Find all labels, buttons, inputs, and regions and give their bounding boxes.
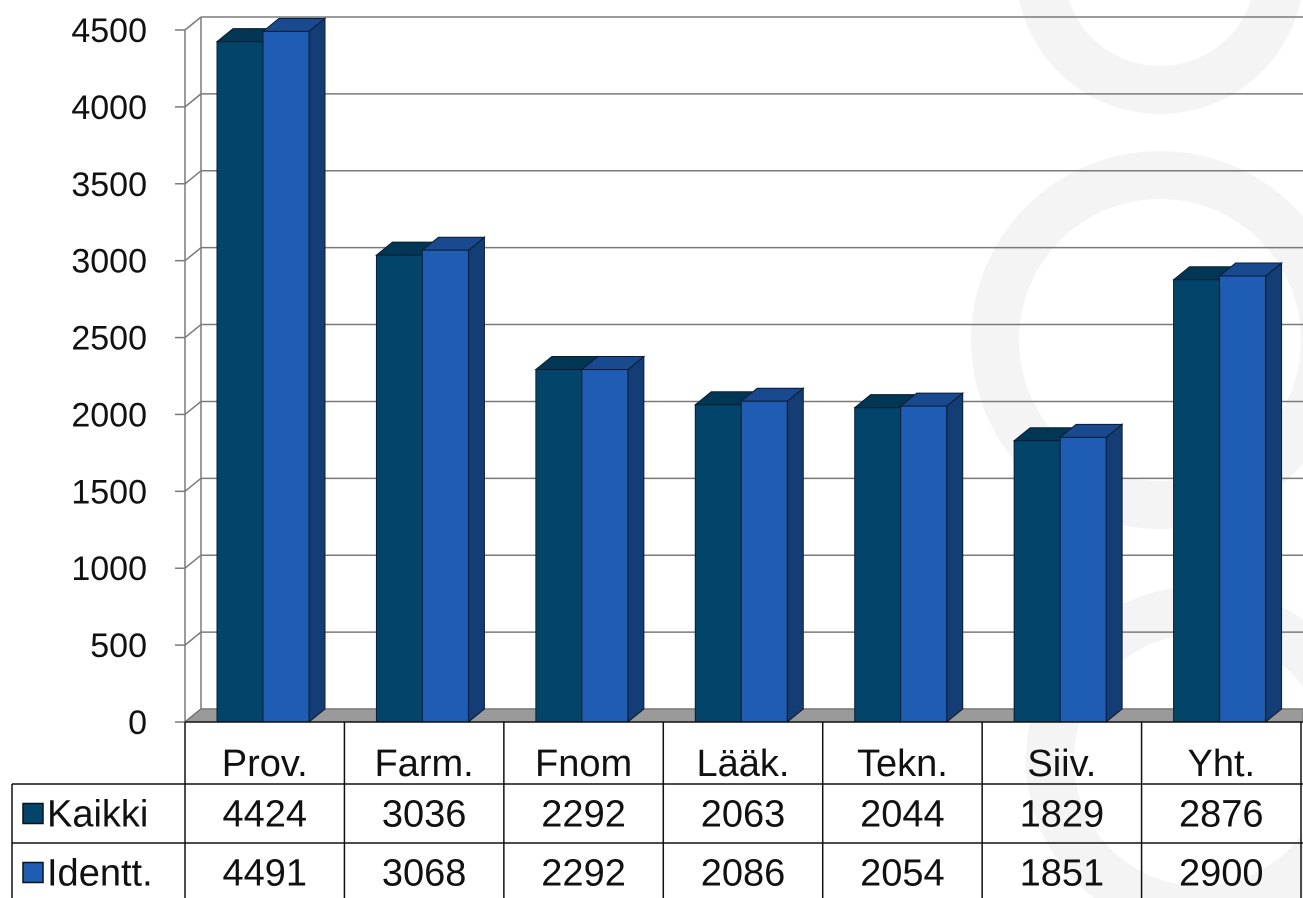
bar-front	[216, 41, 264, 723]
data-label: 1851	[1020, 853, 1105, 895]
bar-front	[740, 400, 788, 723]
bar-front	[535, 369, 583, 723]
data-label: 2876	[1179, 794, 1264, 836]
legend-swatch	[22, 861, 44, 884]
bar-front	[581, 369, 629, 723]
bar-side	[786, 387, 804, 724]
data-table: Prov. Farm. Fnom Lääk. Tekn. Siiv. Yht. Kaikki 4…	[11, 721, 1303, 898]
data-label: 2292	[541, 794, 626, 836]
y-tick-label: 500	[90, 627, 147, 665]
y-tick-label: 4000	[71, 89, 147, 127]
bar-side	[1105, 423, 1123, 724]
bar-1-1	[421, 236, 486, 724]
data-label: 3036	[382, 794, 467, 836]
y-tick-label: 1500	[71, 473, 147, 511]
bar-front	[375, 254, 423, 723]
data-label: 2900	[1179, 853, 1264, 895]
data-label: 2063	[701, 794, 786, 836]
y-tick-label: 2500	[71, 320, 147, 358]
y-tick-label: 3500	[71, 166, 147, 204]
gridline-side	[184, 477, 202, 492]
x-tick-label: Farm.	[375, 743, 474, 785]
y-tick-label: 4500	[71, 12, 147, 50]
data-label: 4424	[222, 794, 307, 836]
x-tick-label: Yht.	[1187, 743, 1255, 785]
bar-front	[854, 407, 902, 723]
gridline-side	[184, 16, 202, 31]
data-label: 3068	[382, 853, 467, 895]
bar-1-6	[1218, 261, 1283, 724]
data-label: 1829	[1020, 794, 1105, 836]
y-tick-label: 3000	[71, 243, 147, 281]
x-tick-label: Fnom	[535, 743, 632, 785]
bar-front	[262, 30, 310, 723]
bar-side	[627, 355, 645, 724]
gridline-side	[184, 93, 202, 108]
x-tick-label: Prov.	[222, 743, 308, 785]
data-label: 2044	[860, 794, 945, 836]
bar-side	[1265, 261, 1283, 724]
data-label: 4491	[222, 853, 307, 895]
bar-front	[1219, 275, 1267, 723]
bar-front	[421, 249, 469, 723]
bar-1-3	[739, 387, 805, 724]
bars	[215, 17, 1283, 724]
legend-swatch	[22, 802, 44, 825]
gridline-side	[184, 631, 202, 646]
bar-front	[1059, 436, 1107, 723]
bar-side	[467, 236, 485, 724]
bar-side	[946, 392, 964, 724]
gridline-side	[184, 554, 202, 569]
bar-1-4	[899, 392, 965, 724]
legend-label: Identt.	[47, 853, 153, 895]
bar-front	[1013, 440, 1061, 723]
y-tick-label: 1000	[71, 550, 147, 588]
data-label: 2086	[701, 853, 786, 895]
data-label: 2054	[860, 853, 945, 895]
x-tick-label: Tekn.	[857, 743, 948, 785]
gridline-side	[184, 247, 202, 262]
x-tick-label: Siiv.	[1027, 743, 1096, 785]
y-tick-label: 0	[128, 704, 147, 742]
bar-1-5	[1058, 423, 1124, 724]
x-tick-label: Lääk.	[697, 743, 790, 785]
bar-front	[1173, 279, 1221, 723]
bar-front	[900, 405, 948, 723]
bar-1-0	[261, 17, 327, 724]
y-tick-label: 2000	[71, 396, 147, 434]
gridline-side	[184, 400, 202, 416]
bar-side	[308, 17, 326, 724]
legend-label: Kaikki	[47, 794, 148, 836]
y-axis: 0 500 1000 1500 2000 2500 3000 3500 4000 4500	[71, 12, 202, 742]
data-label: 2292	[541, 853, 626, 895]
gridline-side	[184, 323, 202, 339]
bar-front	[694, 404, 742, 723]
bar-1-2	[580, 355, 646, 724]
gridline-side	[184, 170, 202, 185]
